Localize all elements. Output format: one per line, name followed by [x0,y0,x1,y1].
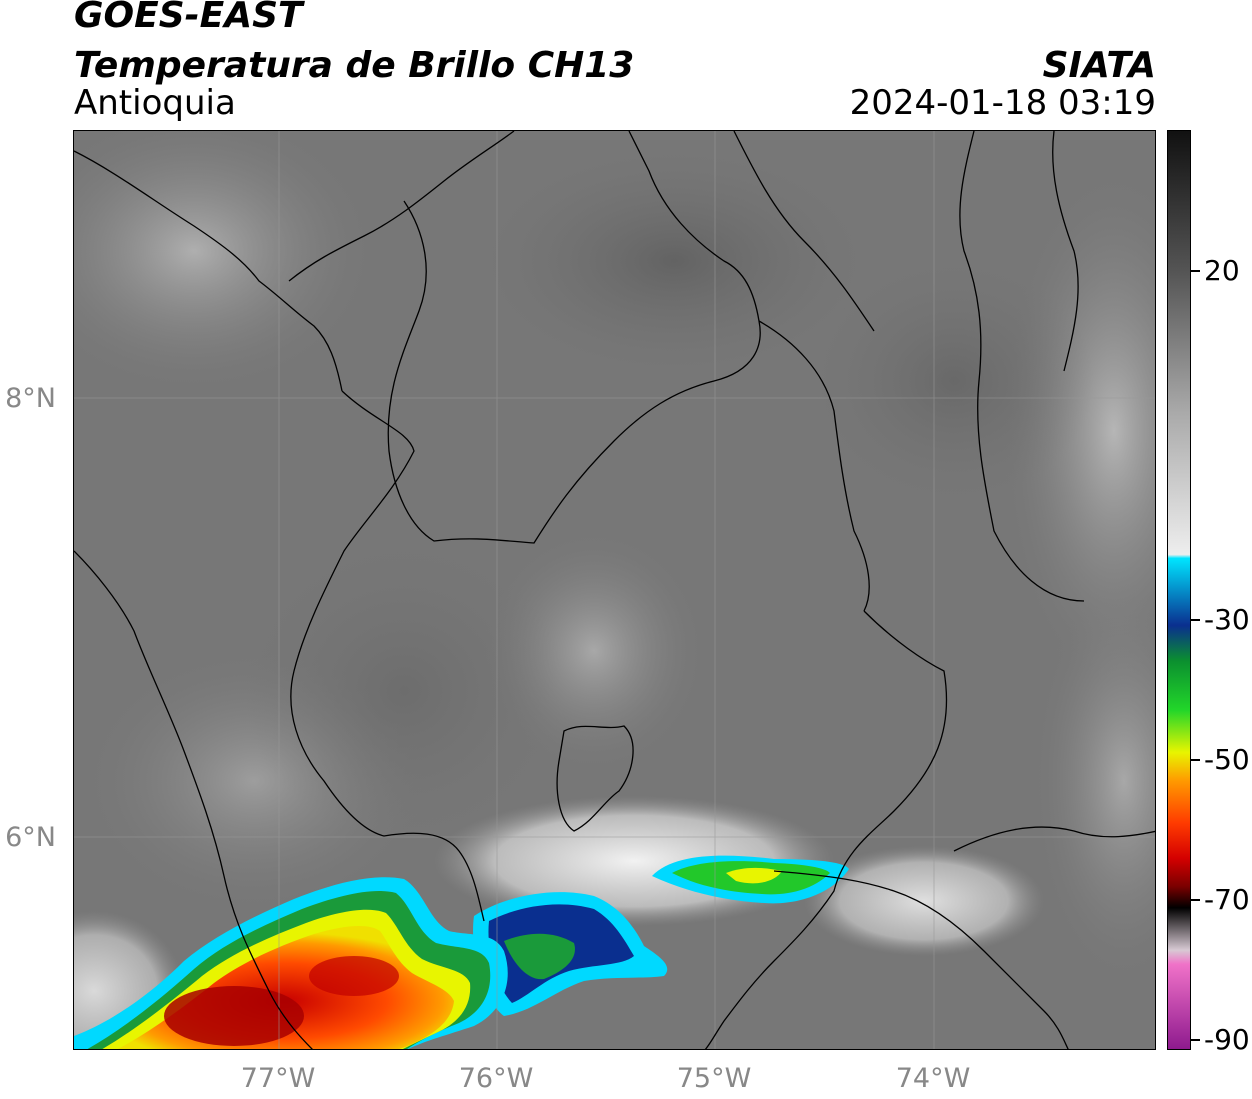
colorbar-tick [1191,1039,1200,1041]
colorbar-label-minus50: -50 [1204,743,1250,776]
colorbar-tick [1191,759,1200,761]
lat-label-6n: 6°N [5,822,56,853]
lon-label-76w: 76°W [458,1063,534,1094]
convective-coldest [164,986,304,1046]
cold-band-green [504,933,575,980]
colorbar [1167,130,1191,1050]
department-border-north [387,131,761,544]
coastline-gulf [288,131,515,282]
boundaries [74,131,1155,1049]
colorbar-label-minus90: -90 [1204,1023,1250,1056]
colorbar-tick [1191,619,1200,621]
map-canvas [74,131,1155,1049]
dark-patch [244,541,564,841]
dark-patch [484,151,864,371]
satellite-map [73,130,1156,1050]
colorbar-tick [1191,899,1200,901]
department-border-east [758,320,870,612]
timestamp-label: 2024-01-18 03:19 [849,83,1156,123]
lon-label-75w: 75°W [676,1063,752,1094]
lon-label-77w: 77°W [240,1063,316,1094]
colorbar-tick [1191,270,1200,272]
coastline-pacific [74,550,313,1049]
colorbar-label-minus30: -30 [1204,603,1250,636]
white-cloud-band [804,846,1044,956]
dark-patch [814,261,1094,501]
municipality-cluster [556,725,634,832]
product-title: Temperatura de Brillo CH13 [74,45,635,86]
department-border-west [290,390,485,922]
border-southeast-far [953,826,1155,852]
region-label: Antioquia [74,83,236,123]
colorbar-label-20: 20 [1204,254,1240,287]
brand-label: SIATA [1042,45,1156,86]
colorbar-label-minus70: -70 [1204,883,1250,916]
satellite-title: GOES-EAST [74,0,303,36]
border-south-east [773,870,1069,1049]
coastline-north [74,150,343,392]
bright-patch [1034,581,1155,981]
cold-cell-core [726,867,782,884]
border-northeast [733,131,875,332]
graticule [74,131,1155,1049]
convective-coldest [309,956,399,996]
lat-label-8n: 8°N [5,383,56,414]
border-east-far [959,131,1085,602]
lon-label-74w: 74°W [895,1063,971,1094]
department-border-southeast [704,610,948,1049]
border-far-east [1052,131,1079,372]
